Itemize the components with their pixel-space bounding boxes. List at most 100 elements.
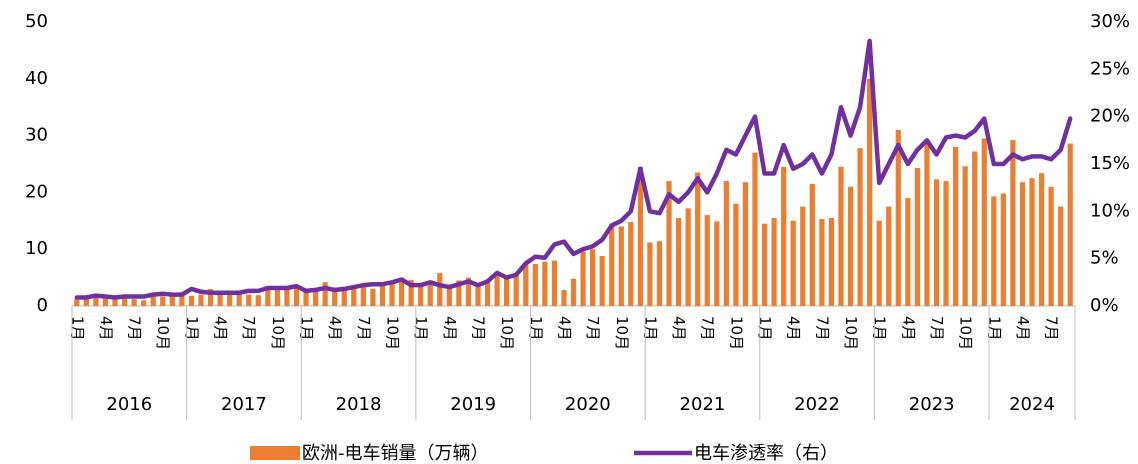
bar	[876, 220, 882, 306]
bar	[160, 296, 166, 306]
bar	[609, 223, 615, 306]
x-tick-label: 7月	[469, 316, 487, 341]
bar	[351, 286, 357, 306]
bar	[312, 288, 319, 306]
bar	[752, 152, 758, 306]
bar	[112, 298, 118, 306]
bar	[437, 273, 443, 306]
x-tick-label: 10月	[384, 316, 402, 350]
bar	[265, 290, 271, 306]
bar	[991, 196, 997, 306]
bar	[427, 284, 433, 306]
y-tick-label: 10	[25, 238, 48, 259]
bar	[141, 300, 147, 306]
bar	[981, 138, 987, 306]
x-group-label: 2021	[680, 394, 726, 415]
bar	[169, 295, 175, 306]
bar	[886, 206, 892, 306]
bar	[781, 166, 787, 306]
bar	[494, 271, 500, 306]
legend-swatch	[250, 446, 300, 460]
bar	[370, 288, 376, 306]
line	[74, 38, 1073, 300]
bar	[513, 274, 519, 306]
x-tick-label: 1月	[68, 316, 86, 341]
bar	[656, 241, 663, 306]
bar	[83, 298, 89, 306]
x-tick-label: 1月	[298, 316, 316, 341]
y2-tick-label: 15%	[1090, 153, 1130, 174]
x-tick-label: 7月	[813, 316, 831, 341]
y-tick-label: 0	[37, 295, 48, 316]
y2-tick-label: 0%	[1090, 295, 1119, 316]
bar	[542, 261, 548, 306]
bar	[341, 286, 347, 306]
bar	[895, 129, 901, 306]
bar	[475, 283, 481, 306]
bar	[322, 282, 328, 306]
x-tick-label: 10月	[727, 316, 745, 350]
bar	[188, 295, 195, 306]
bar	[943, 181, 949, 306]
bar	[246, 294, 252, 306]
bar	[255, 295, 261, 306]
bar	[714, 221, 720, 306]
bar	[217, 294, 223, 306]
bar	[1038, 173, 1045, 306]
y-tick-label: 20	[25, 181, 48, 202]
x-tick-label: 4月	[326, 316, 344, 341]
x-tick-label: 7月	[126, 316, 144, 341]
bar	[666, 181, 672, 306]
x-tick-label: 4月	[670, 316, 688, 341]
y2-tick-label: 20%	[1090, 106, 1130, 127]
bar	[819, 219, 825, 306]
bar	[303, 290, 309, 306]
bar	[618, 226, 624, 306]
bar	[446, 284, 452, 306]
bar	[704, 215, 710, 306]
bar	[800, 206, 806, 306]
bar	[274, 290, 280, 306]
x-tick-label: 4月	[97, 316, 115, 341]
bar	[198, 294, 204, 306]
x-tick-label: 10月	[957, 316, 975, 350]
legend-label: 欧洲-电车销量（万辆）	[302, 443, 489, 464]
bar	[972, 151, 978, 306]
bar	[360, 286, 366, 306]
x-tick-label: 7月	[699, 316, 717, 341]
x-tick-label: 4月	[212, 316, 230, 341]
x-tick-label: 7月	[928, 316, 946, 341]
x-tick-label: 1月	[527, 316, 545, 341]
bar	[790, 220, 796, 306]
x-tick-label: 10月	[613, 316, 631, 350]
bar	[637, 166, 643, 306]
bar	[150, 295, 156, 306]
y2-tick-label: 30%	[1090, 11, 1130, 32]
bar	[284, 288, 290, 306]
bar	[408, 279, 414, 306]
bar	[570, 278, 577, 306]
x-group-label: 2020	[565, 394, 611, 415]
bar	[456, 280, 462, 306]
x-tick-label: 4月	[1014, 316, 1032, 341]
bar	[207, 288, 214, 306]
x-group-label: 2019	[450, 394, 496, 415]
x-group-label: 2017	[221, 394, 267, 415]
bar	[599, 256, 605, 306]
x-tick-label: 4月	[899, 316, 917, 341]
bar	[1048, 186, 1054, 306]
y2-tick-label: 10%	[1090, 200, 1130, 221]
bar	[1000, 193, 1006, 306]
x-tick-label: 7月	[240, 316, 258, 341]
bar	[561, 290, 567, 306]
y2-tick-label: 25%	[1090, 58, 1130, 79]
bar	[389, 283, 395, 306]
bar	[551, 260, 557, 306]
bar	[905, 198, 911, 306]
bar	[952, 146, 959, 306]
x-tick-label: 4月	[441, 316, 459, 341]
bar	[1010, 140, 1016, 306]
bar	[484, 282, 491, 306]
bar	[236, 291, 242, 306]
